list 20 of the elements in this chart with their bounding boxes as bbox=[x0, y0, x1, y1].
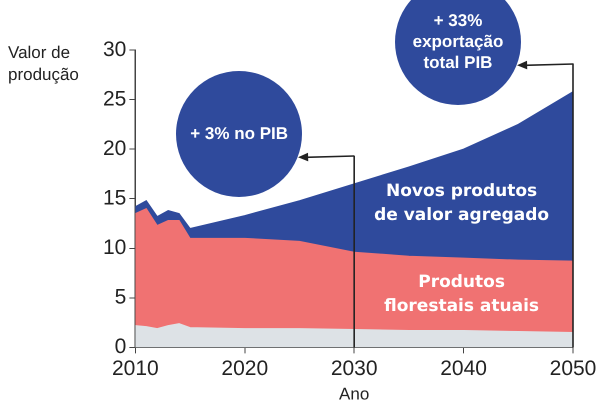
y-tick-label: 25 bbox=[103, 87, 126, 110]
x-axis-title: Ano bbox=[339, 384, 370, 404]
annotation: + 33% exportação total PIB bbox=[412, 10, 504, 74]
y-tick-label: 15 bbox=[103, 186, 126, 210]
x-tick-label: 2020 bbox=[221, 356, 268, 380]
y-tick-label: 10 bbox=[103, 236, 126, 260]
x-tick-label: 2030 bbox=[330, 356, 378, 380]
y-tick-label: 30 bbox=[103, 38, 126, 61]
circle-badge: + 3% no PIB bbox=[176, 70, 302, 197]
x-tick-label: 2050 bbox=[550, 356, 596, 380]
x-tick-label: 2040 bbox=[440, 356, 487, 380]
series-label: Produtos florestais atuais bbox=[384, 272, 540, 316]
y-tick-label: 20 bbox=[103, 136, 126, 160]
y-axis-title: Valor de produção bbox=[8, 43, 79, 84]
y-tick-label: 5 bbox=[114, 286, 126, 309]
series-label: Novos produtos de valor agregado bbox=[374, 181, 550, 226]
circle-badge: + 33% exportação total PIB bbox=[395, 0, 521, 105]
x-tick-label: 2010 bbox=[112, 356, 159, 380]
annotation: + 3% no PIB bbox=[189, 123, 290, 144]
y-tick-label: 0 bbox=[114, 335, 126, 358]
